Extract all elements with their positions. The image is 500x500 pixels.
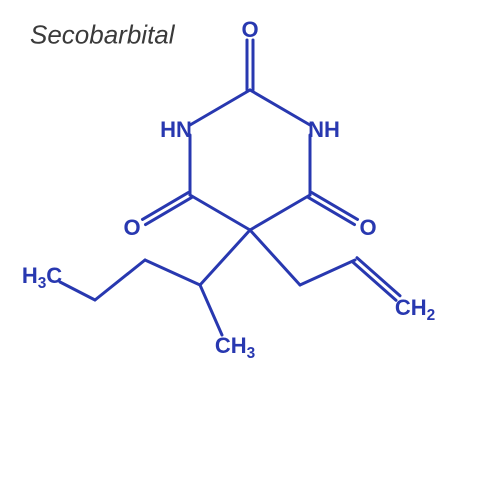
- structure-svg: [0, 0, 500, 500]
- atom-label: NH: [308, 117, 340, 143]
- atom-label: O: [359, 215, 376, 241]
- atom-label: CH3: [215, 333, 255, 363]
- atom-label: H3C: [22, 263, 62, 293]
- atom-label: CH2: [395, 295, 435, 325]
- atom-label: O: [123, 215, 140, 241]
- atom-label: HN: [160, 117, 192, 143]
- atom-label: O: [241, 17, 258, 43]
